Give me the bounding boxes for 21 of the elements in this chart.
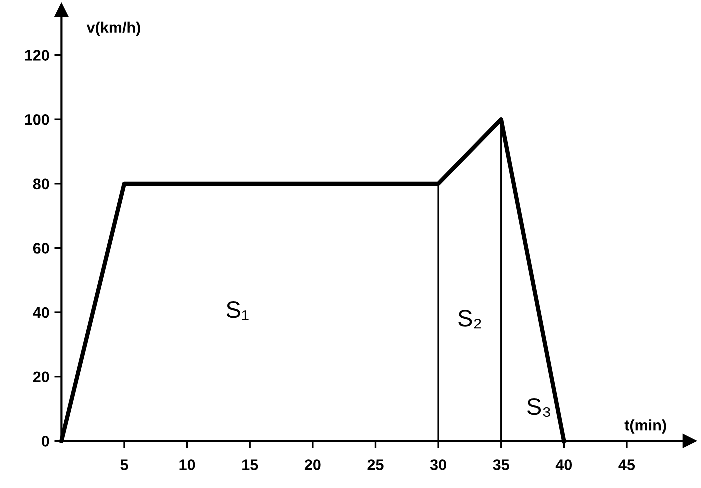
x-tick-label: 30 — [430, 460, 446, 470]
x-tick-label: 35 — [493, 460, 510, 470]
y-tick-label: 80 — [33, 178, 50, 190]
x-tick-label: 5 — [120, 460, 128, 470]
x-tick-label: 40 — [556, 460, 572, 470]
x-axis-title: t(min) — [624, 420, 666, 434]
x-tick-label: 45 — [618, 460, 636, 470]
annotation: S₃ — [527, 398, 550, 418]
x-tick-label: 10 — [180, 460, 196, 470]
y-tick-label: 20 — [33, 372, 50, 383]
x-tick-label: 20 — [304, 460, 321, 470]
y-tick-label: 40 — [33, 307, 50, 318]
annotation: S₁ — [226, 302, 249, 320]
x-tick-label: 15 — [242, 460, 258, 470]
y-tick-label: 60 — [33, 243, 50, 254]
x-tick-label: 25 — [368, 460, 384, 470]
y-tick-label: 100 — [25, 114, 50, 126]
annotation: S₂ — [458, 310, 482, 329]
y-tick-label: 0 — [42, 436, 50, 447]
y-axis-title: v(km/h) — [86, 22, 140, 36]
y-tick-label: 120 — [25, 50, 50, 61]
